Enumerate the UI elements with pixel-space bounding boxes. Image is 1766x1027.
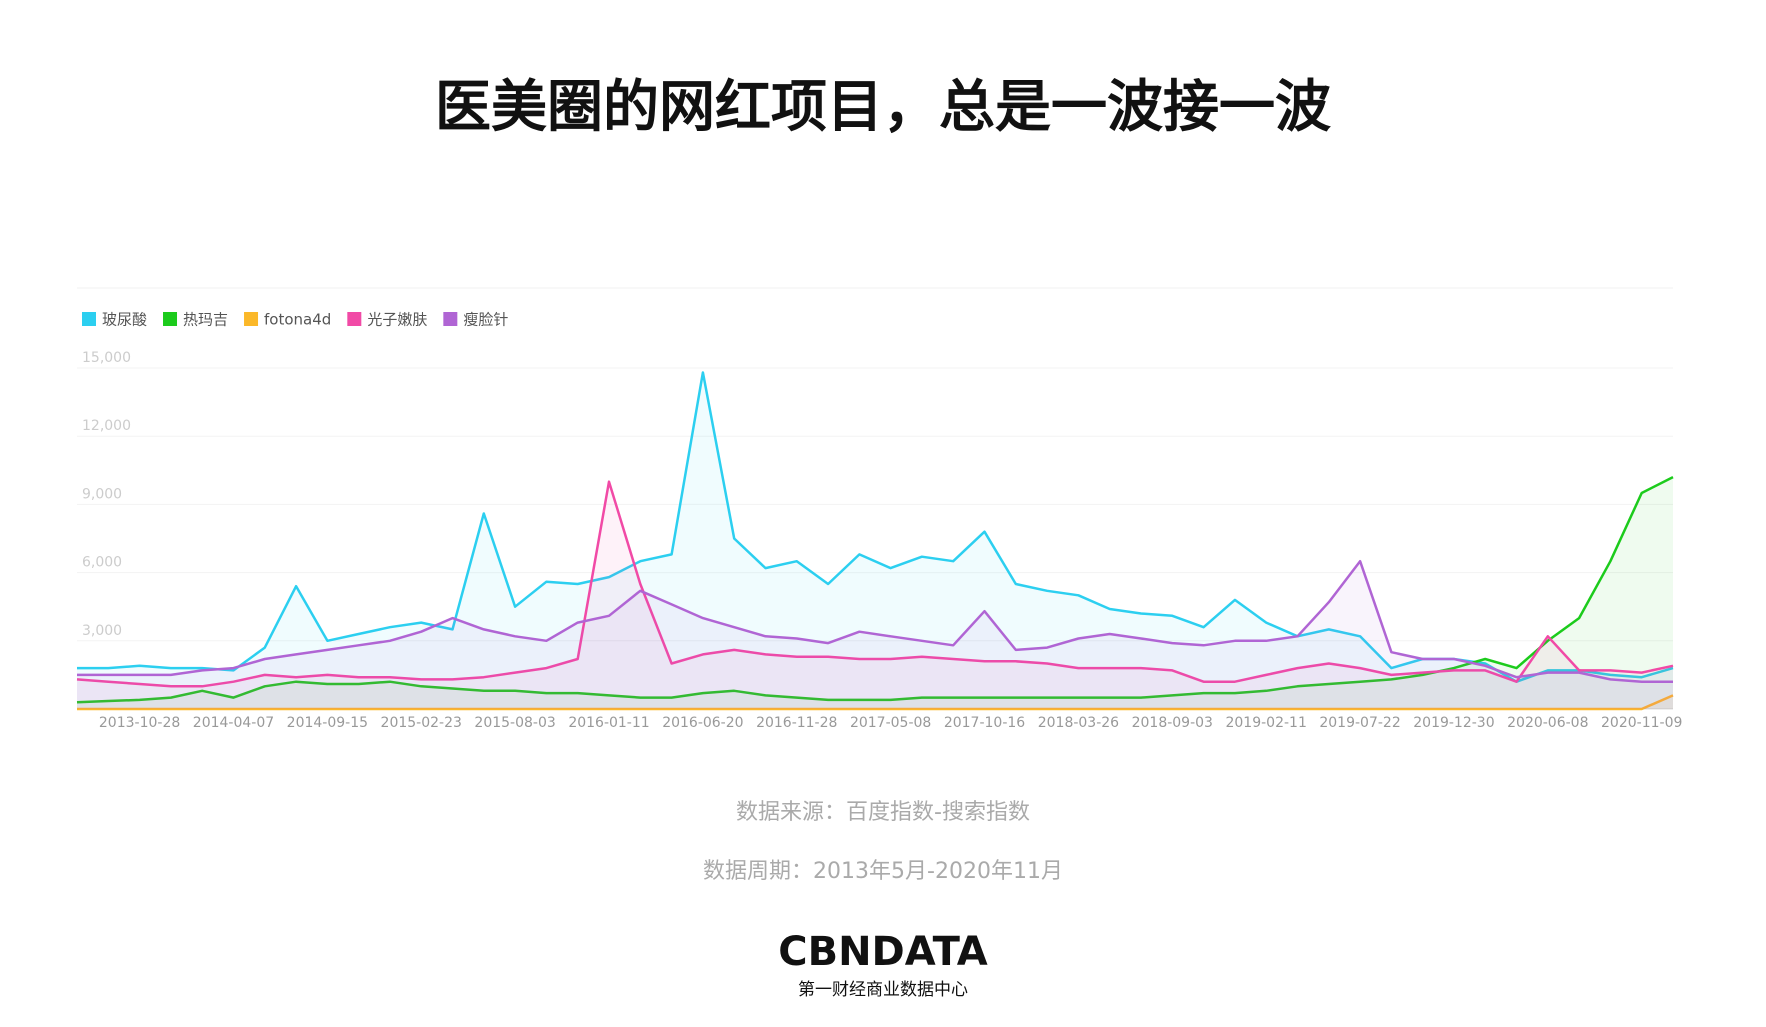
legend-label: 热玛吉: [183, 311, 228, 329]
source-note: 数据来源：百度指数-搜索指数: [736, 800, 1030, 825]
legend-label: fotona4d: [264, 311, 331, 329]
y-tick-label: 9,000: [82, 486, 122, 502]
logo: CBNDATA: [778, 929, 988, 975]
x-tick-label: 2019-12-30: [1413, 715, 1494, 731]
legend-label: 玻尿酸: [102, 311, 147, 329]
series-line: [76, 475, 1674, 704]
x-tick-label: 2020-11-09: [1601, 715, 1682, 731]
x-tick-label: 2016-11-28: [756, 715, 837, 731]
x-tick-label: 2019-02-11: [1225, 715, 1306, 731]
legend-label: 瘦脸针: [463, 311, 508, 329]
period-note: 数据周期：2013年5月-2020年11月: [703, 859, 1063, 884]
x-tick-label: 2017-10-16: [944, 715, 1025, 731]
x-tick-label: 2013-10-28: [99, 715, 180, 731]
legend-swatch: [163, 312, 178, 326]
area-fill: [77, 477, 1673, 709]
logo-subtitle: 第一财经商业数据中心: [798, 980, 968, 1000]
x-tick-label: 2017-05-08: [850, 715, 931, 731]
legend-swatch: [347, 312, 362, 326]
area-fill: [77, 481, 1673, 709]
y-tick-label: 15,000: [82, 350, 131, 366]
area-fill: [77, 372, 1673, 709]
y-tick-label: 3,000: [82, 623, 122, 639]
x-tick-label: 2015-08-03: [474, 715, 555, 731]
series-line: [76, 480, 1674, 688]
legend-swatch: [443, 312, 458, 326]
series-line: [77, 371, 1674, 683]
x-tick-label: 2014-04-07: [193, 715, 274, 731]
x-tick-label: 2014-09-15: [287, 715, 368, 731]
series-line: [77, 694, 1674, 711]
x-tick-label: 2015-02-23: [381, 715, 462, 731]
x-tick-label: 2018-09-03: [1132, 715, 1213, 731]
legend-label: 光子嫩肤: [367, 311, 427, 329]
x-tick-label: 2016-01-11: [568, 715, 649, 731]
y-tick-label: 12,000: [82, 418, 131, 434]
y-tick-label: 6,000: [82, 555, 122, 571]
legend-swatch: [82, 312, 96, 326]
chart-title: 医美圈的网红项目，总是一波接一波: [435, 75, 1331, 140]
x-tick-label: 2016-06-20: [662, 715, 743, 731]
legend-swatch: [244, 312, 259, 326]
series-line: [77, 559, 1673, 683]
x-tick-label: 2019-07-22: [1319, 715, 1400, 731]
x-tick-label: 2018-03-26: [1038, 715, 1119, 731]
x-tick-label: 2020-06-08: [1507, 715, 1588, 731]
